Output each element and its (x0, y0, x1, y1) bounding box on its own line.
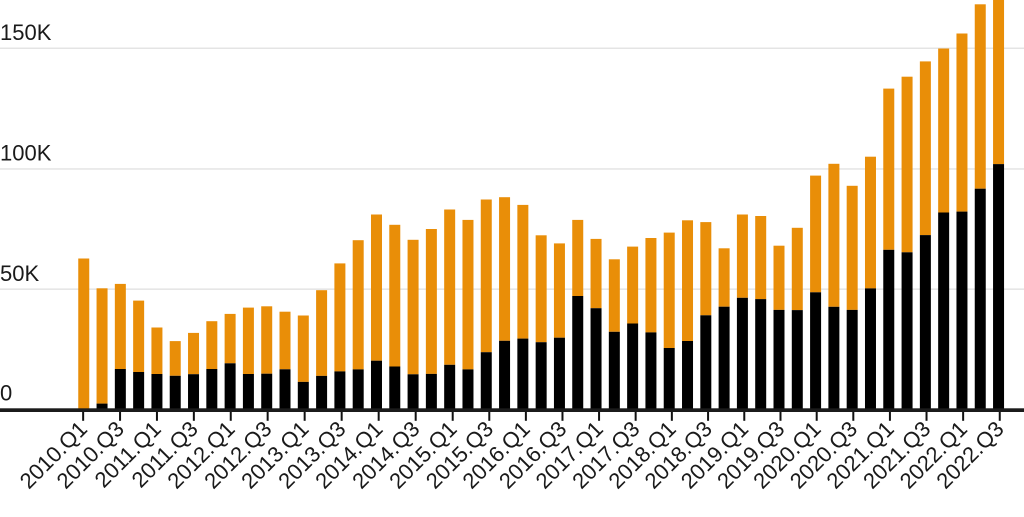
svg-text:100K: 100K (0, 141, 52, 166)
svg-text:150K: 150K (0, 20, 52, 45)
svg-text:0: 0 (0, 381, 12, 406)
svg-text:50K: 50K (0, 261, 39, 286)
